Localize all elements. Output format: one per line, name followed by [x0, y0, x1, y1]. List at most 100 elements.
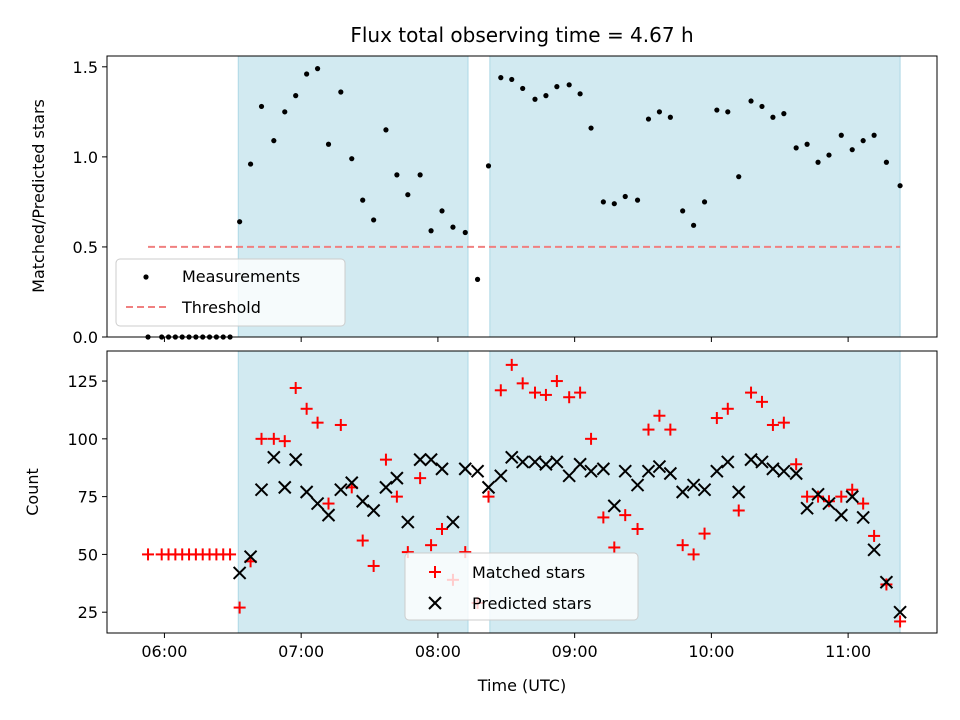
measurement-point	[588, 125, 594, 131]
panel-count: 25 50 75 100 125 06:00 07:00 08:00 09:00 10:00 11…	[23, 350, 938, 695]
matched-star-point	[585, 432, 598, 445]
measurement-point	[258, 103, 265, 110]
measurement-point	[338, 89, 344, 95]
matched-star-point	[390, 490, 403, 503]
matched-star-point	[224, 548, 237, 561]
matched-star-point	[642, 423, 655, 436]
top-legend: Measurements Threshold	[115, 258, 346, 327]
measurement-point	[736, 174, 742, 180]
bottom-predicted-points	[232, 450, 907, 619]
measurement-point	[793, 145, 799, 151]
bottom-x-ticks: 06:00 07:00 08:00 09:00 10:00 11:00	[141, 633, 871, 661]
measurement-point	[498, 75, 504, 81]
measurement-point	[237, 219, 243, 225]
predicted-star-point	[732, 485, 746, 499]
x-tick-label: 09:00	[552, 642, 598, 661]
predicted-star-point	[686, 478, 701, 492]
matched-star-point	[255, 432, 268, 445]
matched-star-point	[664, 423, 677, 436]
measurement-point	[770, 114, 776, 120]
predicted-star-point	[321, 508, 336, 522]
predicted-star-point	[299, 485, 314, 499]
predicted-star-point	[267, 450, 281, 465]
matched-star-point	[653, 409, 666, 422]
predicted-star-point	[334, 482, 348, 497]
measurement-point	[667, 114, 673, 120]
predicted-star-point	[243, 550, 258, 564]
matched-star-point	[846, 483, 859, 496]
matched-star-point	[516, 377, 529, 390]
matched-star-point	[356, 534, 369, 547]
measurement-point	[897, 183, 903, 189]
predicted-star-point	[539, 457, 553, 471]
measurement-point	[759, 103, 765, 110]
predicted-star-point	[618, 464, 632, 478]
matched-star-point	[732, 504, 745, 517]
predicted-star-point	[675, 485, 690, 499]
matched-star-point	[868, 529, 881, 542]
matched-star-point	[267, 432, 280, 445]
predicted-star-point	[822, 496, 836, 511]
predicted-star-point	[607, 499, 622, 513]
predicted-star-point	[596, 462, 611, 476]
predicted-star-point	[562, 469, 576, 483]
top-shaded-intervals	[237, 55, 901, 338]
matched-star-point	[505, 358, 518, 371]
matched-star-point	[755, 395, 768, 408]
predicted-star-point	[641, 464, 656, 478]
predicted-star-point	[232, 566, 247, 580]
measurement-point	[645, 116, 652, 122]
matched-star-point	[597, 511, 610, 524]
matched-star-point	[676, 539, 689, 552]
measurement-point	[509, 76, 515, 83]
predicted-star-point	[856, 510, 870, 525]
x-axis-label: Time (UTC)	[477, 676, 566, 695]
measurement-point	[701, 199, 708, 205]
predicted-star-point	[494, 469, 508, 483]
predicted-star-point	[550, 455, 564, 469]
measurement-point	[849, 147, 855, 153]
measurement-point	[314, 66, 321, 72]
matched-star-point	[300, 402, 313, 415]
matched-star-point	[812, 490, 825, 503]
predicted-star-point	[867, 543, 881, 557]
measurement-point	[860, 138, 866, 144]
measurement-point	[600, 199, 606, 205]
measurement-point	[405, 192, 411, 198]
matched-star-point	[745, 386, 758, 399]
measurement-point	[439, 208, 445, 214]
matched-star-point	[790, 458, 803, 471]
matched-star-point	[687, 548, 700, 561]
legend-predicted-label: Predicted stars	[472, 594, 592, 613]
predicted-star-point	[834, 508, 848, 522]
matched-star-point	[698, 527, 711, 540]
predicted-star-point	[310, 496, 325, 511]
matched-star-point	[894, 615, 907, 628]
top-y-ticks: 0.0 0.5 1.0 1.5	[73, 58, 107, 347]
measurement-point	[383, 127, 389, 133]
x-tick-label: 11:00	[825, 642, 871, 661]
matched-star-point	[801, 490, 814, 503]
matched-star-point	[322, 497, 335, 510]
matched-star-point	[334, 418, 347, 431]
predicted-star-point	[697, 482, 712, 497]
predicted-star-point	[573, 457, 587, 471]
predicted-star-point	[800, 501, 814, 515]
measurement-point	[804, 141, 810, 147]
predicted-star-point	[254, 482, 269, 497]
matched-star-point	[619, 509, 632, 522]
x-tick-label: 08:00	[415, 642, 461, 661]
measurement-point	[247, 161, 254, 167]
predicted-star-point	[789, 466, 803, 481]
matched-star-point	[367, 559, 380, 572]
bottom-y-tick-label: 100	[67, 430, 98, 449]
legend-threshold-label: Threshold	[181, 298, 261, 317]
matched-star-point	[414, 472, 427, 485]
measurement-point	[634, 197, 641, 203]
measurement-point	[656, 109, 663, 115]
top-y-tick-label: 0.5	[73, 238, 98, 257]
matched-star-point	[563, 391, 576, 404]
predicted-star-point	[721, 455, 735, 469]
chart-title: Flux total observing time = 4.67 h	[350, 23, 693, 47]
predicted-star-point	[435, 462, 449, 476]
